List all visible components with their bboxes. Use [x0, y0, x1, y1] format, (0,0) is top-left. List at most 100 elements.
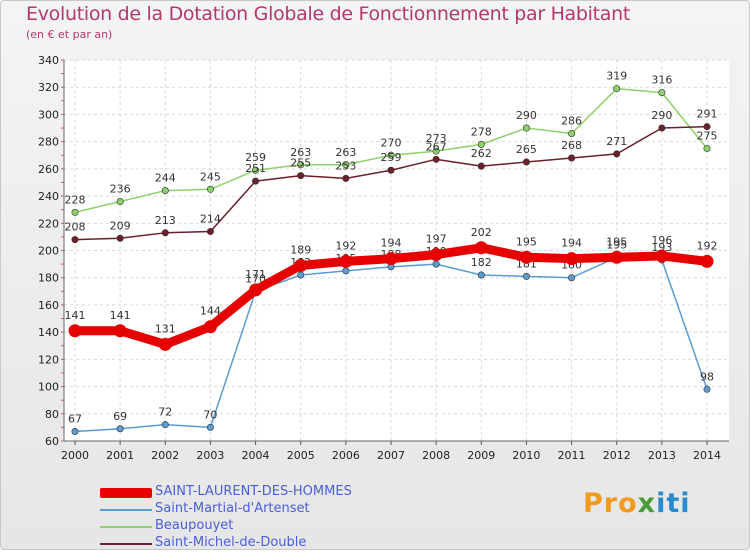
data-label: 72	[158, 406, 172, 419]
logo-part: x	[637, 488, 657, 519]
data-point	[700, 254, 714, 268]
data-label: 141	[65, 309, 86, 322]
data-point	[658, 89, 666, 97]
data-point	[522, 124, 530, 132]
data-label: 278	[471, 125, 492, 138]
data-point	[297, 161, 305, 169]
y-tick-label: 60	[45, 435, 59, 448]
data-label: 273	[426, 132, 447, 145]
data-label: 196	[651, 234, 672, 247]
data-label: 270	[381, 136, 402, 149]
y-tick-label: 280	[38, 136, 59, 149]
data-point	[252, 177, 260, 185]
data-point	[568, 154, 576, 162]
data-point	[161, 187, 169, 195]
data-label: 259	[245, 151, 266, 164]
data-label: 194	[381, 237, 402, 250]
data-point	[252, 166, 260, 174]
data-point	[522, 272, 530, 280]
data-label: 171	[245, 268, 266, 281]
data-label: 290	[516, 109, 537, 122]
data-point	[522, 158, 530, 166]
data-point	[71, 208, 79, 216]
data-point	[703, 144, 711, 152]
data-point	[249, 283, 263, 297]
data-point	[387, 166, 395, 174]
data-label: 290	[651, 109, 672, 122]
x-tick-label: 2000	[61, 449, 89, 462]
data-point	[429, 248, 443, 262]
y-tick-label: 120	[38, 353, 59, 366]
data-label: 70	[203, 408, 217, 421]
data-point	[474, 241, 488, 255]
data-point	[384, 252, 398, 266]
data-point	[116, 198, 124, 206]
data-label: 263	[335, 146, 356, 159]
data-label: 195	[606, 238, 627, 251]
y-tick-label: 260	[38, 163, 59, 176]
data-point	[342, 161, 350, 169]
proxiti-logo: Proxiti	[583, 488, 691, 519]
data-label: 244	[155, 172, 176, 185]
data-point	[206, 227, 214, 235]
y-tick-label: 200	[38, 245, 59, 258]
data-label: 316	[651, 74, 672, 87]
data-point	[342, 174, 350, 182]
y-tick-label: 140	[38, 326, 59, 339]
data-point	[658, 124, 666, 132]
data-label: 197	[426, 233, 447, 246]
x-tick-label: 2001	[106, 449, 134, 462]
data-label: 192	[697, 239, 718, 252]
y-tick-label: 80	[45, 408, 59, 421]
data-label: 202	[471, 226, 492, 239]
x-tick-label: 2014	[693, 449, 721, 462]
data-point	[432, 155, 440, 163]
logo-part: Pro	[583, 488, 638, 519]
x-tick-label: 2013	[648, 449, 676, 462]
data-point	[297, 271, 305, 279]
data-point	[613, 150, 621, 158]
data-point	[116, 425, 124, 433]
data-label: 268	[561, 139, 582, 152]
y-tick-label: 220	[38, 217, 59, 230]
x-tick-label: 2006	[332, 449, 360, 462]
data-label: 286	[561, 114, 582, 127]
data-point	[568, 274, 576, 282]
data-label: 182	[471, 256, 492, 269]
data-point	[613, 85, 621, 93]
data-point	[387, 151, 395, 159]
x-tick-label: 2003	[196, 449, 224, 462]
data-label: 291	[697, 108, 718, 121]
logo-part: iti	[656, 488, 691, 519]
data-label: 263	[290, 146, 311, 159]
y-tick-label: 100	[38, 381, 59, 394]
data-point	[655, 249, 669, 263]
data-point	[71, 236, 79, 244]
legend-swatch	[100, 488, 152, 498]
legend-swatch	[100, 509, 152, 511]
x-tick-label: 2004	[242, 449, 270, 462]
data-point	[477, 271, 485, 279]
data-point	[339, 254, 353, 268]
data-point	[342, 267, 350, 275]
data-label: 192	[335, 239, 356, 252]
legend-label: Saint-Martial-d'Artenset	[155, 501, 310, 516]
data-label: 69	[113, 410, 127, 423]
line-chart: 60 80 100 120 140 160 180 200 220 240 260 280 300 320…	[38, 54, 729, 462]
x-tick-label: 2010	[512, 449, 540, 462]
data-label: 319	[606, 70, 627, 83]
data-label: 195	[516, 235, 537, 248]
data-point	[477, 162, 485, 170]
data-point	[203, 320, 217, 334]
legend-label: Beaupouyet	[155, 518, 234, 533]
chart-title: Evolution de la Dotation Globale de Fonc…	[26, 3, 631, 25]
data-point	[519, 250, 533, 264]
data-point	[206, 185, 214, 193]
y-tick-label: 320	[38, 81, 59, 94]
y-tick-label: 340	[38, 54, 59, 67]
legend-label: Saint-Michel-de-Double	[155, 535, 307, 550]
data-label: 193	[651, 241, 672, 254]
data-label: 141	[110, 309, 131, 322]
data-point	[294, 258, 308, 272]
data-label: 98	[700, 370, 714, 383]
